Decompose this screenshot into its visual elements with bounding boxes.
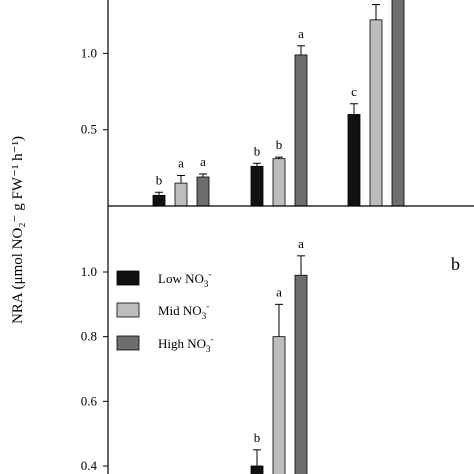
y-axis-label: NRA (μmol NO₂⁻ g FW⁻¹ h⁻¹) [10, 136, 26, 324]
legend-swatch [116, 270, 140, 286]
legend-label: High NO3- [158, 334, 214, 354]
panel-b-significance-letter: a [298, 236, 304, 251]
panel-b-bar [294, 274, 308, 474]
panel-b-tick-label: 1.0 [81, 264, 97, 279]
panel-b-tick-label: 0.4 [81, 458, 98, 473]
legend-swatch [116, 302, 140, 318]
panel-a-bar [272, 158, 286, 207]
panel-a-bar [196, 176, 210, 207]
panel-b-y-ticks: 0.4 0.6 0.8 1.0 [81, 264, 108, 473]
panel-a-bars: ba ab bac [152, 0, 405, 207]
legend-label: Low NO3- [158, 269, 211, 289]
panel-a-significance-letter: a [200, 154, 206, 169]
panel-a: 0.51.0 ba ab bac [81, 0, 405, 207]
panel-a-bar [369, 19, 383, 207]
panel-a-significance-letter: c [351, 84, 357, 99]
panel-a-significance-letter: b [156, 172, 163, 187]
legend: Low NO3- Mid NO3- High NO3- [116, 269, 214, 354]
panel-a-bar [391, 0, 405, 207]
panel-b-bar [272, 336, 286, 474]
panel-a-significance-letter: a [178, 155, 184, 170]
legend-label: Mid NO3- [158, 301, 209, 321]
panel-b-label: b [451, 254, 460, 274]
panel-a-tick-label: 1.0 [81, 45, 97, 60]
panel-b-tick-label: 0.6 [81, 393, 98, 408]
panel-a-significance-letter: b [254, 143, 261, 158]
panel-a-bar [347, 114, 361, 207]
panel-b-bars: b a a [250, 236, 308, 474]
panel-b-bar [250, 465, 264, 474]
panel-b: b 0.4 0.6 0.8 1.0 b a a Low NO3- Mid NO3- High … [81, 206, 460, 474]
panel-a-tick-label: 0.5 [81, 122, 97, 137]
panel-a-bar [152, 194, 166, 207]
panel-a-bar [250, 165, 264, 207]
panel-a-significance-letter: a [298, 26, 304, 41]
panel-b-tick-label: 0.8 [81, 329, 97, 344]
panel-b-significance-letter: b [254, 430, 261, 445]
panel-a-y-ticks: 0.5 1.0 [81, 45, 108, 137]
panel-b-significance-letter: a [276, 284, 282, 299]
panel-a-bar [294, 54, 308, 207]
legend-swatch [116, 335, 140, 351]
panel-a-bar [174, 182, 188, 207]
panel-a-significance-letter: b [276, 137, 283, 152]
